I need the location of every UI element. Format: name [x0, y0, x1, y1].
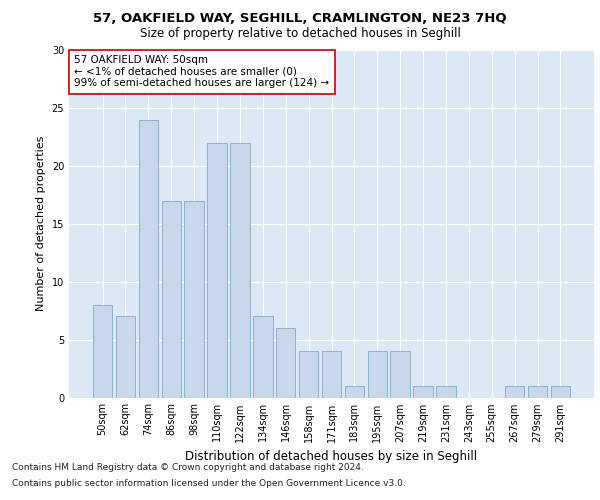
Bar [528, 386, 547, 398]
Bar [391, 351, 410, 398]
Bar [413, 386, 433, 398]
Text: Contains HM Land Registry data © Crown copyright and database right 2024.: Contains HM Land Registry data © Crown c… [12, 464, 364, 472]
Bar [208, 142, 227, 398]
Bar [368, 351, 387, 398]
Bar [93, 305, 112, 398]
Text: Contains public sector information licensed under the Open Government Licence v3: Contains public sector information licen… [12, 478, 406, 488]
Bar [299, 351, 319, 398]
Bar [322, 351, 341, 398]
Bar [344, 386, 364, 398]
Bar [116, 316, 135, 398]
Bar [139, 120, 158, 398]
Bar [551, 386, 570, 398]
Bar [184, 200, 204, 398]
Text: Size of property relative to detached houses in Seghill: Size of property relative to detached ho… [140, 28, 460, 40]
Bar [161, 200, 181, 398]
X-axis label: Distribution of detached houses by size in Seghill: Distribution of detached houses by size … [185, 450, 478, 463]
Bar [436, 386, 455, 398]
Bar [253, 316, 272, 398]
Text: 57, OAKFIELD WAY, SEGHILL, CRAMLINGTON, NE23 7HQ: 57, OAKFIELD WAY, SEGHILL, CRAMLINGTON, … [93, 12, 507, 26]
Y-axis label: Number of detached properties: Number of detached properties [36, 136, 46, 312]
Bar [276, 328, 295, 398]
Text: 57 OAKFIELD WAY: 50sqm
← <1% of detached houses are smaller (0)
99% of semi-deta: 57 OAKFIELD WAY: 50sqm ← <1% of detached… [74, 55, 329, 88]
Bar [505, 386, 524, 398]
Bar [230, 142, 250, 398]
